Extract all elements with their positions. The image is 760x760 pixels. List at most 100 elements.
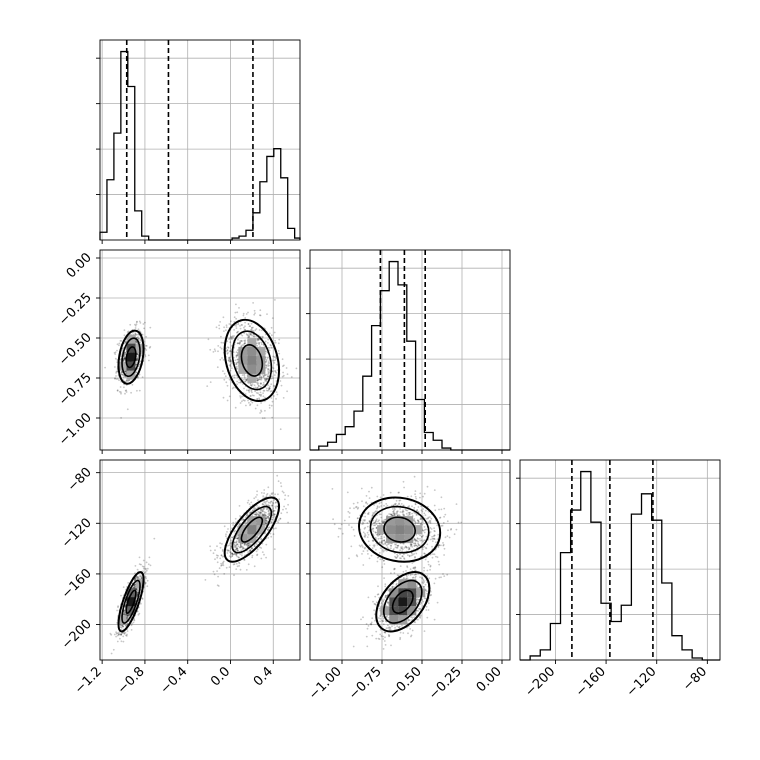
sample-point — [219, 542, 222, 545]
sample-point — [232, 351, 235, 354]
sample-point — [370, 554, 373, 557]
sample-point — [397, 544, 400, 547]
sample-point — [419, 576, 421, 579]
sample-point — [231, 338, 234, 340]
sample-point — [273, 548, 276, 550]
sample-point — [228, 356, 230, 359]
sample-point — [137, 353, 140, 356]
sample-point — [251, 554, 254, 557]
sample-point — [260, 378, 263, 381]
sample-point — [259, 382, 262, 385]
sample-point — [137, 613, 140, 616]
sample-point — [122, 359, 125, 361]
sample-point — [407, 514, 410, 517]
sample-point — [248, 336, 250, 339]
contour-level — [231, 330, 273, 391]
sample-point — [267, 527, 270, 529]
sample-point — [387, 634, 390, 636]
sample-point — [382, 638, 385, 640]
sample-point — [142, 567, 145, 570]
sample-point — [226, 399, 229, 402]
sample-point — [122, 625, 125, 628]
sample-point — [426, 616, 429, 619]
sample-point — [259, 309, 262, 312]
sample-point — [268, 388, 270, 391]
sample-point — [138, 556, 141, 559]
sample-point — [233, 335, 236, 337]
sample-point — [422, 586, 425, 589]
sample-point — [243, 342, 246, 345]
sample-point — [123, 355, 125, 358]
sample-point — [411, 616, 414, 619]
sample-point — [244, 339, 247, 342]
sample-point — [249, 329, 252, 331]
sample-point — [268, 362, 271, 365]
sample-point — [236, 549, 239, 552]
sample-point — [272, 507, 274, 510]
sample-point — [237, 549, 240, 552]
sample-point — [247, 389, 250, 392]
sample-point — [416, 601, 419, 603]
sample-point — [237, 342, 240, 345]
sample-point — [360, 618, 362, 621]
sample-point — [235, 543, 238, 546]
sample-point — [252, 329, 255, 332]
sample-point — [396, 510, 398, 513]
sample-point — [260, 376, 263, 379]
sample-point — [414, 503, 417, 506]
sample-point — [255, 550, 258, 553]
sample-point — [246, 542, 249, 545]
sample-point — [411, 577, 414, 579]
sample-point — [239, 340, 242, 342]
sample-point — [120, 633, 122, 636]
sample-point — [110, 652, 113, 655]
sample-point — [253, 507, 255, 509]
sample-point — [212, 552, 215, 555]
sample-point — [234, 517, 237, 520]
histogram-steps — [99, 50, 301, 241]
sample-point — [231, 553, 234, 556]
sample-point — [136, 577, 138, 579]
sample-point — [138, 577, 141, 580]
sample-point — [140, 575, 142, 578]
sample-point — [137, 353, 140, 356]
sample-point — [144, 354, 147, 356]
sample-point — [260, 547, 263, 549]
sample-point — [262, 381, 265, 384]
sample-point — [372, 522, 375, 524]
sample-point — [266, 508, 268, 511]
sample-point — [260, 382, 263, 385]
sample-point — [124, 359, 126, 361]
sample-point — [243, 332, 246, 335]
sample-point — [232, 563, 235, 566]
sample-point — [249, 333, 252, 335]
sample-point — [395, 546, 398, 549]
sample-point — [128, 379, 131, 382]
sample-point — [270, 344, 272, 347]
sample-point — [273, 362, 276, 364]
sample-point — [272, 502, 275, 505]
sample-point — [277, 350, 280, 352]
sample-point — [135, 333, 138, 336]
sample-point — [400, 503, 403, 505]
sample-point — [242, 547, 245, 549]
sample-point — [265, 380, 268, 383]
sample-point — [261, 510, 264, 513]
sample-point — [437, 533, 440, 536]
sample-point — [260, 402, 262, 404]
sample-point — [270, 404, 273, 407]
sample-point — [267, 365, 270, 367]
contour-level — [121, 579, 141, 624]
sample-point — [267, 338, 270, 341]
sample-point — [369, 623, 372, 625]
sample-point — [250, 547, 253, 550]
sample-point — [235, 325, 238, 327]
sample-point — [367, 540, 370, 543]
sample-point — [277, 521, 280, 524]
sample-point — [378, 519, 380, 522]
sample-point — [220, 554, 223, 557]
sample-point — [280, 384, 283, 387]
sample-point — [366, 531, 369, 534]
sample-point — [123, 334, 126, 337]
sample-point — [144, 355, 147, 358]
